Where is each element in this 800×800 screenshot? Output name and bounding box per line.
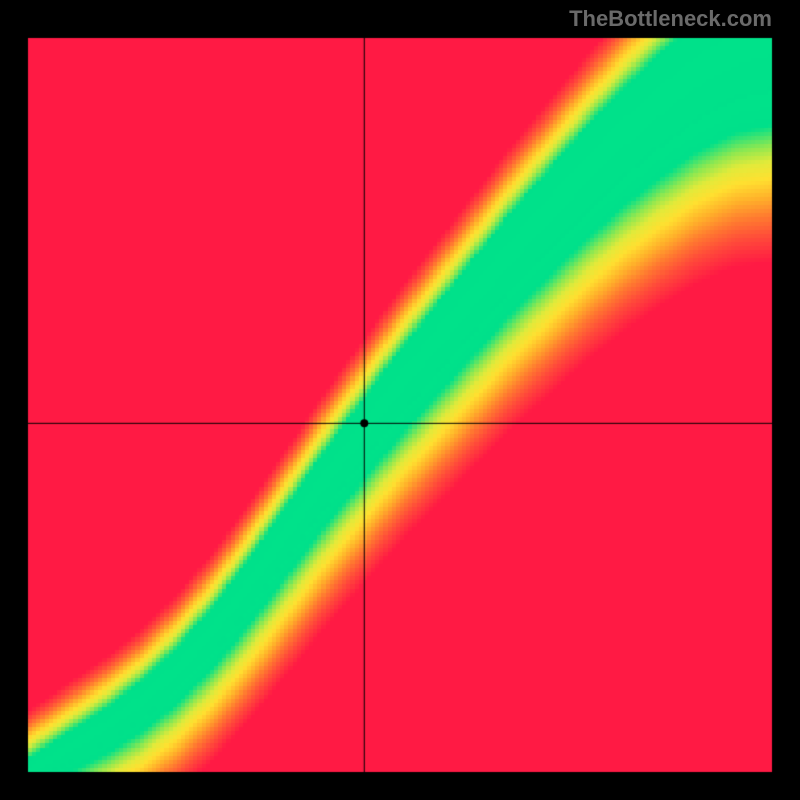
watermark-text: TheBottleneck.com (569, 6, 772, 32)
figure-container: TheBottleneck.com (0, 0, 800, 800)
bottleneck-heatmap (0, 0, 800, 800)
